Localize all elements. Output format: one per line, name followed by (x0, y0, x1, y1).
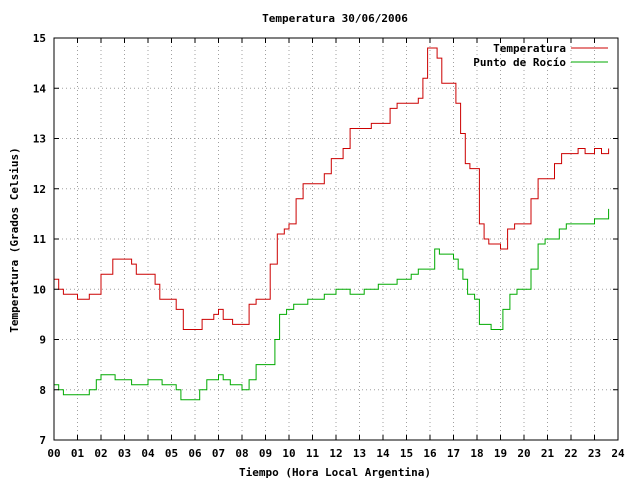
x-tick-label: 21 (541, 447, 555, 460)
series-line-temperatura (54, 47, 610, 330)
x-tick-label: 11 (306, 447, 320, 460)
x-tick-label: 03 (118, 447, 131, 460)
y-tick-label: 8 (39, 384, 46, 397)
x-tick-label: 02 (94, 447, 107, 460)
x-tick-label: 06 (188, 447, 202, 460)
legend-label-punto-de-rocio: Punto de Rocío (473, 56, 566, 69)
x-tick-label: 23 (588, 447, 601, 460)
x-tick-label: 00 (47, 447, 60, 460)
series-line-punto-de-rocio (54, 208, 610, 401)
x-tick-label: 08 (235, 447, 248, 460)
x-tick-label: 17 (447, 447, 460, 460)
chart-title: Temperatura 30/06/2006 (262, 12, 408, 25)
x-tick-label: 14 (376, 447, 390, 460)
x-tick-label: 12 (329, 447, 342, 460)
x-tick-label: 10 (282, 447, 295, 460)
x-tick-label: 09 (259, 447, 272, 460)
y-tick-label: 7 (39, 434, 46, 447)
x-tick-label: 20 (517, 447, 530, 460)
x-tick-label: 01 (71, 447, 85, 460)
x-tick-label: 16 (423, 447, 437, 460)
y-tick-label: 11 (33, 233, 47, 246)
axis-ticks: 00 01 02 03 04 05 06 07 08 09 10 11 12 13 14 15 16 17 18 19… (33, 32, 625, 460)
x-tick-label: 04 (141, 447, 155, 460)
x-tick-label: 15 (400, 447, 413, 460)
y-axis-label: Temperatura (Grados Celsius) (8, 147, 21, 332)
y-tick-label: 13 (33, 133, 46, 146)
x-tick-label: 24 (611, 447, 625, 460)
y-tick-label: 10 (33, 283, 46, 296)
x-tick-label: 22 (564, 447, 577, 460)
x-tick-label: 19 (494, 447, 507, 460)
x-tick-label: 07 (212, 447, 225, 460)
x-tick-label: 05 (165, 447, 178, 460)
y-tick-label: 15 (33, 32, 46, 45)
y-tick-label: 14 (33, 82, 47, 95)
grid (54, 38, 618, 440)
y-tick-label: 9 (39, 334, 46, 347)
legend: Temperatura Punto de Rocío (473, 42, 608, 69)
legend-label-temperatura: Temperatura (493, 42, 566, 55)
y-tick-label: 12 (33, 183, 46, 196)
x-tick-label: 13 (353, 447, 366, 460)
x-axis-label: Tiempo (Hora Local Argentina) (239, 466, 431, 479)
x-tick-label: 18 (470, 447, 483, 460)
series-lines (54, 47, 610, 401)
